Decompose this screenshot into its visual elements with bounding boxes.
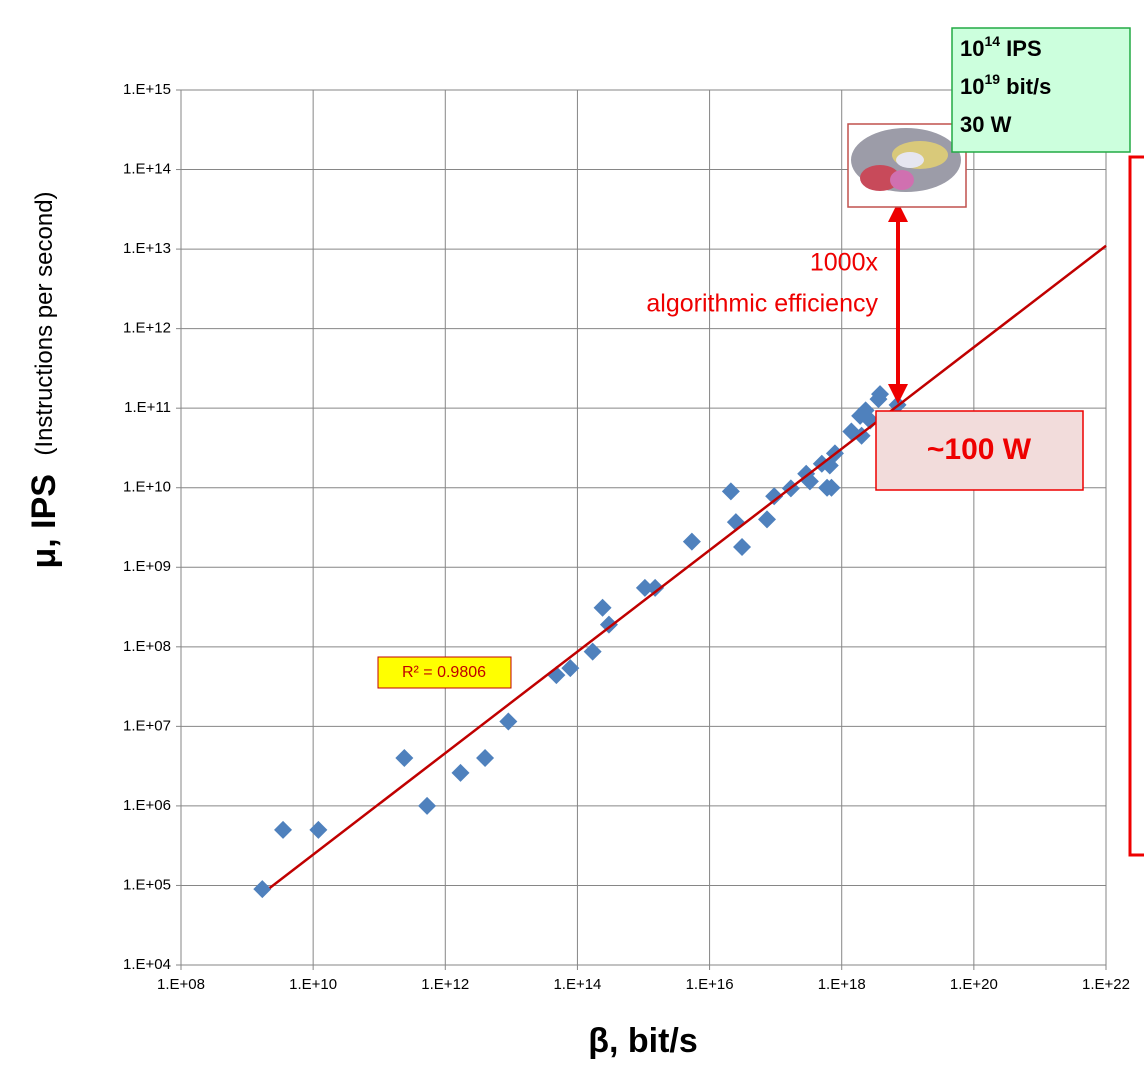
point [499, 712, 518, 731]
point [646, 578, 665, 597]
x-axis-title: β, bit/s [588, 1022, 698, 1060]
side-box [1128, 155, 1144, 857]
point [583, 642, 602, 661]
x-tick-label: 1.E+16 [686, 976, 734, 993]
y-tick-label: 1.E+04 [123, 956, 171, 973]
y-axis-title: μ, IPS [25, 474, 63, 569]
grid: 1.E+04 1.E+05 1.E+06 1.E+07 1.E+08 1.E+09 1.E+… [123, 81, 1130, 993]
point [822, 478, 841, 497]
point [593, 598, 612, 617]
y-tick-label: 1.E+15 [123, 81, 171, 98]
point [274, 820, 293, 839]
brain-box-line: 30 W [960, 112, 1012, 137]
y-tick-label: 1.E+11 [124, 399, 171, 416]
x-tick-label: 1.E+20 [950, 976, 998, 993]
brain-box-line: 1019 bit/s [960, 71, 1051, 99]
brain-image [847, 123, 967, 208]
y-tick-label: 1.E+09 [123, 558, 171, 575]
r2-box [377, 656, 512, 689]
x-tick-label: 1.E+22 [1082, 976, 1130, 993]
point [869, 390, 888, 409]
r2-label: R² = 0.9806 [402, 664, 486, 681]
point [309, 820, 328, 839]
text: 30 W [960, 112, 1012, 137]
y-axis-label: μ, IPS (Instructions per second) [25, 191, 63, 568]
point [861, 411, 880, 430]
point [733, 537, 752, 556]
exponent: 19 [984, 71, 1000, 87]
brain-box-line: 1014 IPS [960, 33, 1042, 61]
point [765, 487, 784, 506]
point [635, 578, 654, 597]
point [726, 513, 745, 532]
y-axis-note: (Instructions per second) [31, 191, 58, 455]
x-tick-label: 1.E+12 [421, 976, 469, 993]
point [682, 532, 701, 551]
gap-label: 1000x [810, 249, 879, 277]
y-tick-label: 1.E+08 [123, 638, 171, 655]
text: IPS [1000, 36, 1042, 61]
y-tick-label: 1.E+14 [123, 161, 171, 178]
marks [253, 244, 1107, 899]
gap-note: algorithmic efficiency [646, 290, 878, 318]
y-tick-label: 1.E+12 [123, 320, 171, 337]
power-box [875, 410, 1084, 491]
brain-box [951, 27, 1131, 153]
point [451, 763, 470, 782]
base: 10 [960, 36, 984, 61]
y-tick-label: 1.E+05 [123, 876, 171, 893]
y-tick-label: 1.E+13 [123, 240, 171, 257]
exponent: 14 [984, 33, 1000, 49]
point [721, 482, 740, 501]
y-tick-label: 1.E+06 [123, 797, 171, 814]
x-tick-label: 1.E+14 [553, 976, 601, 993]
y-tick-label: 1.E+10 [123, 479, 171, 496]
x-tick-label: 1.E+18 [818, 976, 866, 993]
point [599, 615, 618, 634]
point [418, 796, 437, 815]
base: 10 [960, 74, 984, 99]
trendline [268, 244, 1107, 889]
power-label: ~100 W [927, 433, 1032, 466]
x-tick-label: 1.E+10 [289, 976, 337, 993]
point [758, 510, 777, 529]
point [561, 659, 580, 678]
point [395, 749, 414, 768]
point [476, 749, 495, 768]
point [253, 880, 272, 899]
x-tick-label: 1.E+08 [157, 976, 205, 993]
y-tick-label: 1.E+07 [123, 717, 171, 734]
text: bit/s [1000, 74, 1051, 99]
